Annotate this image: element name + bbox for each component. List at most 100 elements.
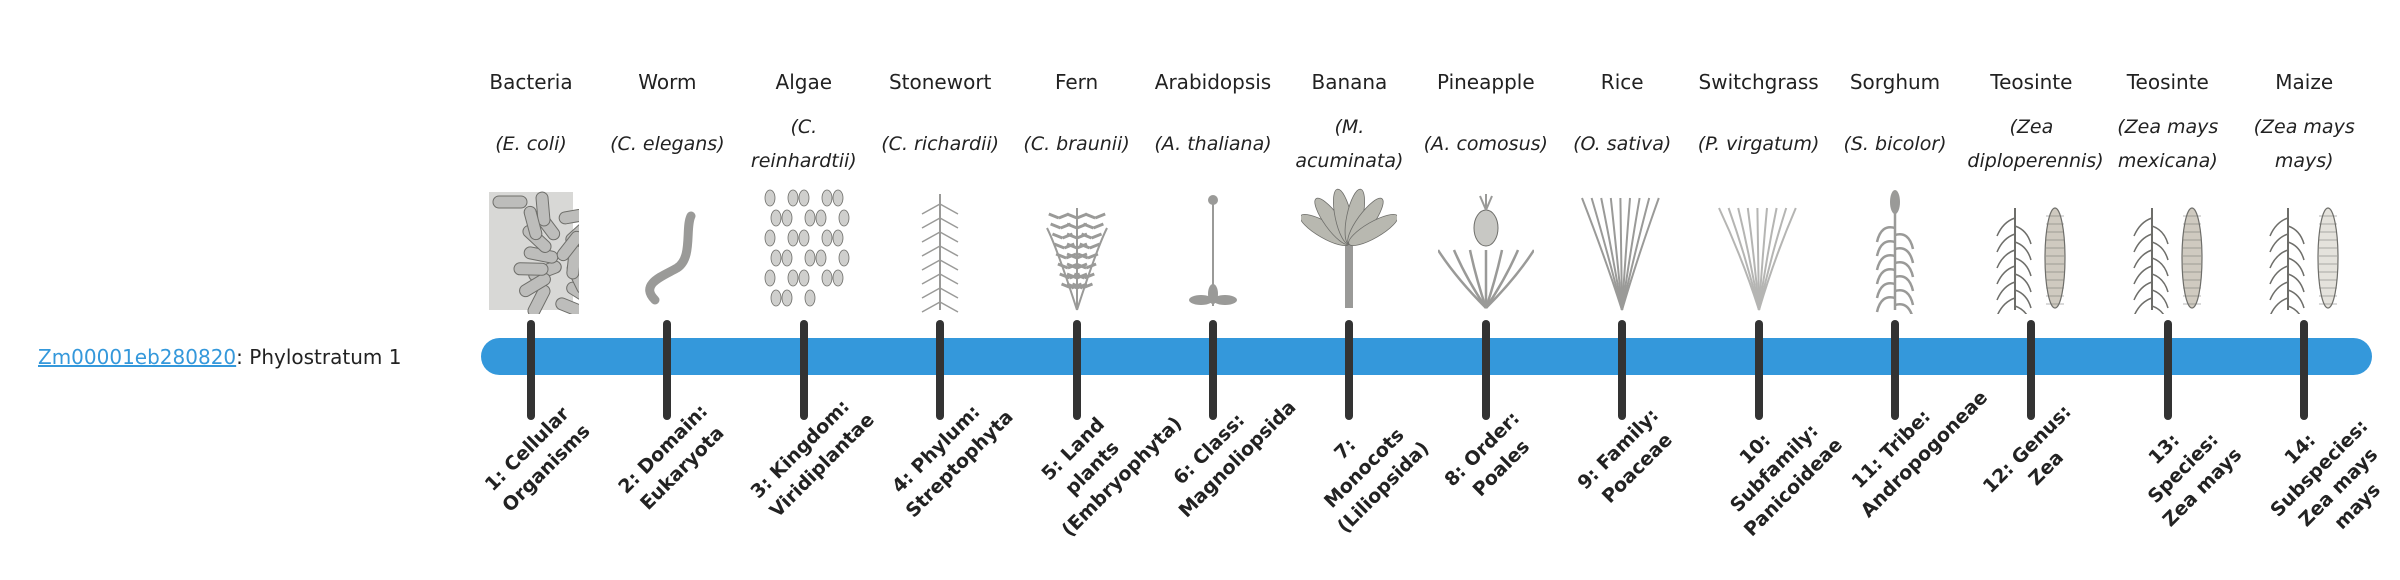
species-text: (Zea diploperennis) bbox=[1967, 116, 2104, 172]
organism-common-name: Pineapple bbox=[1436, 70, 1535, 94]
stratum-label: 9: Family: Poaceae bbox=[1573, 404, 1677, 508]
organism-species-name: (C. reinhardtii) bbox=[736, 104, 872, 184]
species-text: (S. bicolor) bbox=[1843, 133, 1947, 155]
stratum-label: 7: Monocots (Liliopsida) bbox=[1320, 424, 1434, 538]
species-text: (E. coli) bbox=[495, 133, 567, 155]
organism-species-name: (O. sativa) bbox=[1554, 104, 1690, 184]
organism-column: Bacteria (E. coli) bbox=[463, 60, 599, 314]
species-text: (C. braunii) bbox=[1023, 133, 1130, 155]
organism-column: Worm (C. elegans) bbox=[599, 60, 735, 314]
organism-common-name: Worm bbox=[638, 70, 697, 94]
phylostrata-timeline-bar bbox=[481, 338, 2372, 375]
stratum-tick bbox=[936, 320, 945, 420]
stratum-label: 3: Kingdom: Viridiplantae bbox=[746, 395, 879, 523]
species-text: (A. thaliana) bbox=[1154, 133, 1272, 155]
pineapple-icon bbox=[1437, 194, 1534, 309]
stratum-label: 4: Phylum: Streptophyta bbox=[888, 400, 1018, 523]
gene-phylostratum-label: Zm00001eb280820: Phylostratum 1 bbox=[38, 340, 401, 374]
worm-icon bbox=[645, 211, 696, 305]
gene-id-link[interactable]: Zm00001eb280820 bbox=[38, 345, 237, 369]
stratum-tick bbox=[1891, 320, 1899, 420]
stratum-label: 10: Subfamily: Panicoideae bbox=[1725, 419, 1847, 541]
stratum-label: 13: Species: Zea mays bbox=[2143, 428, 2246, 532]
stratum-tick bbox=[527, 320, 535, 420]
stratum-label: 1: Cellular Organisms bbox=[480, 402, 595, 517]
organism-species-name: (E. coli) bbox=[463, 104, 599, 184]
stratum-tick bbox=[1209, 320, 1217, 420]
organism-common-name: Algae bbox=[775, 70, 833, 94]
bacteria-icon bbox=[489, 191, 579, 314]
organism-common-name: Teosinte bbox=[2126, 70, 2209, 94]
banana-icon bbox=[1301, 188, 1398, 308]
species-text: (O. sativa) bbox=[1573, 133, 1672, 155]
stratum-tick bbox=[663, 320, 672, 420]
stratum-label: 14: Subspecies: Zea mays mays bbox=[2266, 415, 2386, 534]
species-text: (C. reinhardtii) bbox=[750, 116, 857, 172]
organism-column: Sorghum (S. bicolor) bbox=[1827, 60, 1963, 314]
stratum-tick bbox=[799, 320, 808, 420]
phylostratum-text: : Phylostratum 1 bbox=[236, 345, 402, 369]
organism-species-name: (A. comosus) bbox=[1418, 104, 1554, 184]
stratum-label: 2: Domain: Eukaryota bbox=[614, 400, 729, 515]
organism-common-name: Bacteria bbox=[489, 70, 573, 94]
stratum-label: 12: Genus: Zea bbox=[1979, 400, 2077, 498]
organism-column: Algae (C. reinhardtii) bbox=[736, 60, 872, 314]
species-text: (C. richardii) bbox=[881, 133, 1000, 155]
stratum-label: 8: Order: Poales bbox=[1440, 407, 1534, 501]
organism-column: Banana (M. acuminata) bbox=[1281, 60, 1417, 314]
arabidopsis-icon bbox=[1189, 195, 1237, 306]
organism-common-name: Banana bbox=[1311, 70, 1388, 94]
stratum-tick bbox=[2300, 320, 2309, 420]
stratum-tick bbox=[1618, 320, 1627, 420]
organism-species-name: (C. elegans) bbox=[599, 104, 735, 184]
organism-species-name: (C. braunii) bbox=[1009, 104, 1145, 184]
stratum-label: 11: Tribe: Andropogoneae bbox=[1847, 386, 1993, 523]
organism-column: Fern (C. braunii) bbox=[1009, 60, 1145, 314]
stratum-label: 6: Class: Magnoliopsida bbox=[1169, 396, 1301, 523]
organism-common-name: Arabidopsis bbox=[1154, 70, 1272, 94]
organism-species-name: (Zea mays mays) bbox=[2236, 104, 2372, 184]
stratum-tick bbox=[2163, 320, 2172, 420]
organism-common-name: Fern bbox=[1054, 70, 1099, 94]
stonewort-icon bbox=[921, 194, 959, 313]
organism-column: Teosinte (Zea mays mexicana) bbox=[2100, 60, 2236, 314]
species-text: (A. comosus) bbox=[1423, 133, 1548, 155]
organism-common-name: Rice bbox=[1600, 70, 1644, 94]
organism-column: Maize (Zea mays mays) bbox=[2236, 60, 2372, 314]
stratum-tick bbox=[2027, 320, 2036, 420]
species-text: (M. acuminata) bbox=[1295, 116, 1404, 172]
stratum-label: 5: Land plants (Embryophyta) bbox=[1036, 412, 1186, 542]
organism-species-name: (C. richardii) bbox=[872, 104, 1008, 184]
organism-species-name: (Zea mays mexicana) bbox=[2100, 104, 2236, 184]
organism-common-name: Maize bbox=[2275, 70, 2334, 94]
teosinte-icon bbox=[1996, 207, 2066, 314]
organism-column: Switchgrass (P. virgatum) bbox=[1691, 60, 1827, 314]
organism-common-name: Switchgrass bbox=[1698, 70, 1819, 94]
organism-column: Rice (O. sativa) bbox=[1554, 60, 1690, 314]
organism-species-name: (M. acuminata) bbox=[1281, 104, 1417, 184]
organism-common-name: Teosinte bbox=[1990, 70, 2073, 94]
organism-species-name: (S. bicolor) bbox=[1827, 104, 1963, 184]
stratum-tick bbox=[1345, 320, 1354, 420]
organism-common-name: Sorghum bbox=[1849, 70, 1941, 94]
organism-column: Arabidopsis (A. thaliana) bbox=[1145, 60, 1281, 314]
organism-column: Teosinte (Zea diploperennis) bbox=[1963, 60, 2104, 314]
organism-common-name: Stonewort bbox=[888, 70, 992, 94]
organism-species-name: (Zea diploperennis) bbox=[1963, 104, 2104, 184]
fern-icon bbox=[1045, 208, 1108, 311]
stratum-tick bbox=[1754, 320, 1763, 420]
rice-icon bbox=[1581, 197, 1660, 311]
stratum-tick bbox=[1072, 320, 1081, 420]
species-text: (C. elegans) bbox=[610, 133, 725, 155]
organism-column: Pineapple (A. comosus) bbox=[1418, 60, 1554, 314]
maize-icon bbox=[2269, 207, 2339, 314]
teosinte-icon bbox=[2133, 207, 2203, 314]
organism-column: Stonewort (C. richardii) bbox=[872, 60, 1008, 314]
stratum-tick bbox=[1481, 320, 1490, 420]
species-text: (Zea mays mays) bbox=[2253, 116, 2355, 172]
algae-icon bbox=[764, 189, 850, 307]
switchgrass-icon bbox=[1717, 207, 1797, 311]
species-text: (Zea mays mexicana) bbox=[2117, 116, 2219, 172]
sorghum-icon bbox=[1875, 190, 1915, 314]
species-text: (P. virgatum) bbox=[1697, 133, 1820, 155]
